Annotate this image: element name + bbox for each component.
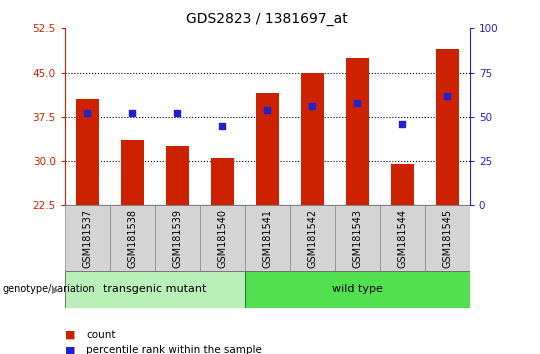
Bar: [256, 93, 279, 205]
Bar: [335, 205, 380, 271]
Point: [308, 103, 316, 109]
Text: transgenic mutant: transgenic mutant: [103, 284, 206, 295]
Text: wild type: wild type: [332, 284, 383, 295]
Bar: [65, 205, 110, 271]
Text: GSM181543: GSM181543: [352, 209, 362, 268]
Bar: [391, 164, 414, 205]
Bar: [110, 205, 155, 271]
Text: GSM181542: GSM181542: [307, 209, 318, 268]
Text: ■: ■: [65, 346, 75, 354]
Text: GSM181538: GSM181538: [127, 209, 137, 268]
Text: ▶: ▶: [52, 284, 59, 295]
Text: genotype/variation: genotype/variation: [3, 284, 96, 295]
Bar: [301, 73, 323, 205]
Bar: [380, 205, 425, 271]
Bar: [425, 205, 470, 271]
Text: GSM181539: GSM181539: [172, 209, 183, 268]
Bar: [245, 271, 470, 308]
Bar: [76, 99, 98, 205]
Bar: [65, 271, 245, 308]
Bar: [245, 205, 290, 271]
Point: [398, 121, 407, 127]
Text: GSM181540: GSM181540: [217, 209, 227, 268]
Point: [218, 123, 227, 129]
Text: GSM181544: GSM181544: [397, 209, 407, 268]
Point: [263, 107, 272, 113]
Point: [83, 110, 92, 116]
Text: GSM181541: GSM181541: [262, 209, 272, 268]
Text: GSM181537: GSM181537: [82, 209, 92, 268]
Point: [173, 110, 181, 116]
Point: [443, 93, 451, 98]
Bar: [121, 141, 144, 205]
Bar: [436, 49, 458, 205]
Bar: [166, 146, 188, 205]
Text: count: count: [86, 330, 116, 339]
Bar: [155, 205, 200, 271]
Point: [128, 110, 137, 116]
Bar: [211, 158, 234, 205]
Text: percentile rank within the sample: percentile rank within the sample: [86, 346, 262, 354]
Bar: [290, 205, 335, 271]
Point: [353, 100, 362, 105]
Bar: [200, 205, 245, 271]
Title: GDS2823 / 1381697_at: GDS2823 / 1381697_at: [186, 12, 348, 26]
Bar: [346, 58, 368, 205]
Text: GSM181545: GSM181545: [442, 209, 453, 268]
Text: ■: ■: [65, 330, 75, 339]
